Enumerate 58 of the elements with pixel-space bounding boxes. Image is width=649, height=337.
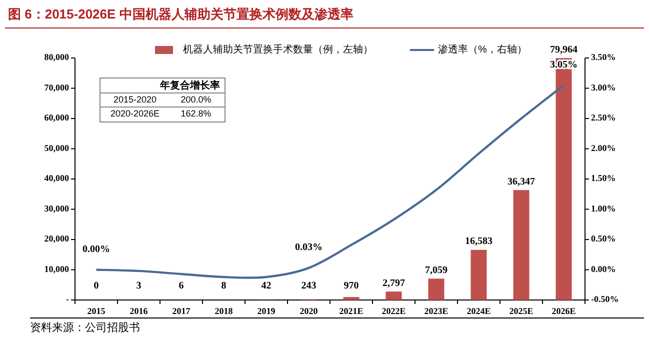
y2-tick-label: 2.50%	[591, 112, 616, 123]
y2-tick-label: 1.50%	[591, 173, 616, 184]
data-label: 0.00%	[82, 244, 110, 256]
y-tick-label: 80,000	[44, 52, 70, 62]
y-tick-label: 50,000	[44, 142, 70, 153]
data-label: 0.03%	[295, 242, 322, 254]
x-tick-label: 2024E	[466, 306, 491, 316]
y2-tick-label: 3.50%	[591, 52, 616, 62]
data-label: 7,059	[425, 264, 448, 276]
bar	[428, 278, 444, 300]
data-label: 8	[221, 280, 226, 292]
x-tick-label: 2025E	[509, 306, 534, 316]
y-tick-label: 20,000	[44, 234, 70, 244]
y2-tick-label: -0.50%	[591, 294, 619, 304]
y2-tick-label: 3.00%	[591, 82, 616, 92]
legend-label: 机器人辅助关节置换手术数量（例，左轴）	[183, 44, 373, 56]
data-label: 0	[94, 280, 99, 292]
x-tick-label: 2023E	[424, 306, 448, 316]
x-tick-label: 2026E	[552, 306, 576, 316]
annotation: 2020-2026E	[110, 108, 160, 118]
data-label: 243	[301, 280, 316, 292]
legend-label: 渗透率（%，右轴）	[438, 44, 527, 56]
y-tick-label: 40,000	[44, 173, 70, 184]
y-tick-label: 30,000	[44, 203, 70, 214]
data-label: 970	[344, 280, 359, 292]
data-label: 6	[178, 280, 184, 292]
chart-title: 图 6：2015-2026E 中国机器人辅助关节置换术例数及渗透率	[8, 6, 354, 22]
y-tick-label: -	[66, 294, 69, 304]
data-label: 42	[261, 280, 272, 292]
y2-tick-label: 2.00%	[591, 142, 616, 153]
data-label: 36,347	[508, 176, 535, 188]
x-tick-label: 2019	[257, 306, 276, 316]
y2-tick-label: 0.50%	[591, 234, 616, 244]
y-tick-label: 60,000	[44, 112, 70, 123]
x-tick-label: 2016	[130, 306, 148, 316]
x-tick-label: 2017	[172, 306, 191, 316]
x-tick-label: 2018	[214, 306, 234, 316]
data-label: 2,797	[382, 278, 405, 289]
x-tick-label: 2020	[300, 306, 318, 316]
bar	[513, 190, 530, 300]
x-tick-label: 2015	[87, 306, 106, 316]
data-label: 79,964	[550, 44, 578, 56]
x-tick-label: 2022E	[382, 306, 406, 316]
y-tick-label: 10,000	[44, 264, 70, 274]
y2-tick-label: 0.00%	[591, 264, 616, 274]
annotation: 年复合增长率	[159, 80, 220, 92]
y-tick-label: 70,000	[44, 82, 70, 92]
bar	[470, 250, 487, 300]
x-tick-label: 2021E	[339, 306, 364, 316]
annotation: 162.8%	[180, 108, 212, 118]
annotation: 2015-2020	[113, 94, 157, 104]
annotation: 200.0%	[180, 94, 212, 104]
data-label: 16,583	[465, 236, 492, 248]
data-label: 3	[136, 280, 142, 292]
bar	[386, 292, 402, 300]
y2-tick-label: 1.00%	[591, 203, 616, 214]
text: 资料来源：公司招股书	[30, 320, 140, 334]
bar	[343, 297, 360, 300]
